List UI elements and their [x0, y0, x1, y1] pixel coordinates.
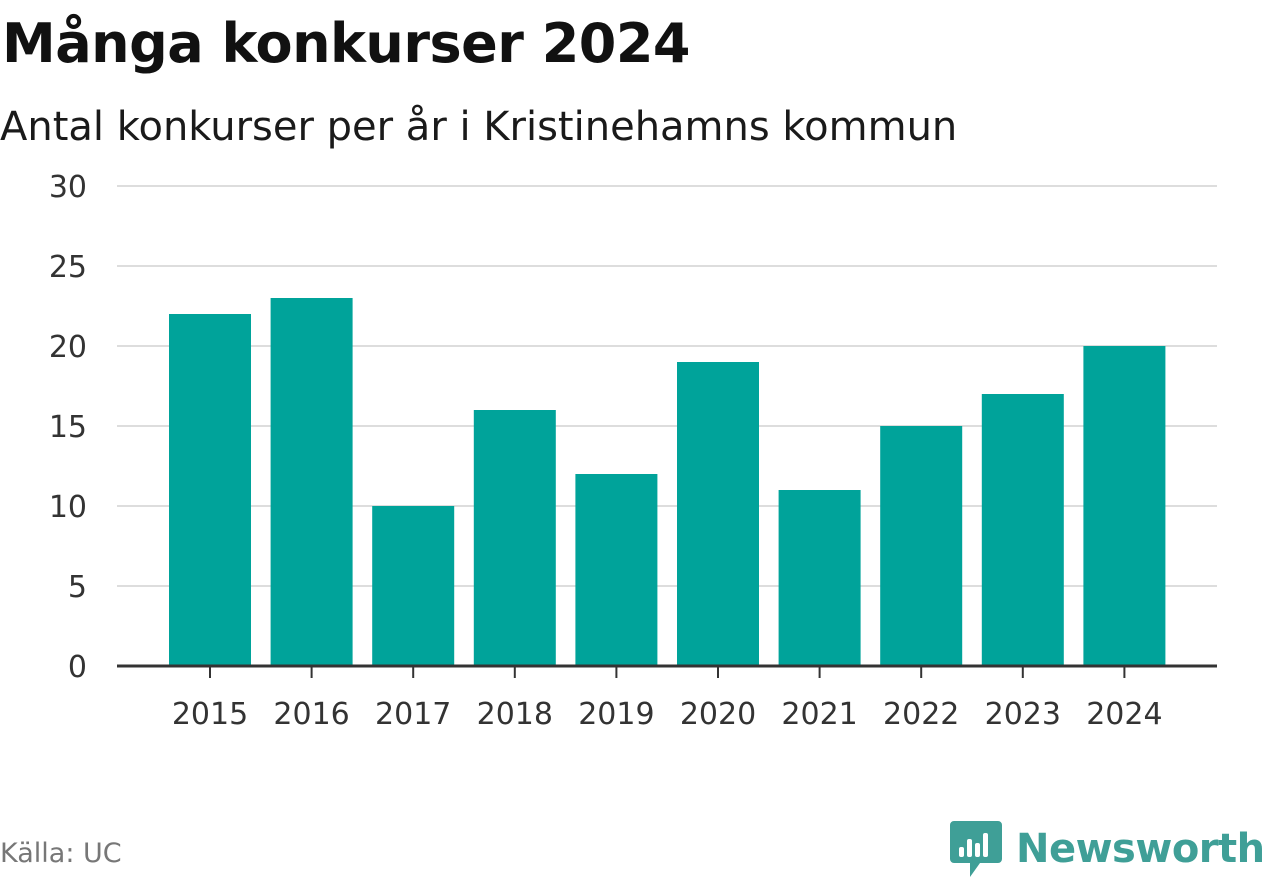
brand-logo-block[interactable]: Newsworthy	[950, 818, 1262, 880]
bar	[473, 410, 556, 666]
y-tick-label: 0	[68, 650, 87, 685]
x-tick-label: 2022	[883, 697, 959, 732]
x-tick-label: 2021	[781, 697, 857, 732]
bar	[778, 490, 861, 666]
source-note: Källa: UC	[0, 838, 122, 869]
brand-name: Newsworthy	[1016, 826, 1262, 872]
x-tick-label: 2017	[375, 697, 451, 732]
x-axis: 2015 2016 2017 2018 2019 2020 2021 2022 2023 2024	[117, 664, 1217, 732]
chart-subtitle: Antal konkurser per år i Kristinehamns k…	[0, 104, 958, 150]
y-tick-label: 5	[68, 570, 87, 605]
x-tick-label: 2023	[985, 697, 1061, 732]
bar	[981, 394, 1064, 666]
x-tick-label: 2016	[273, 697, 349, 732]
y-tick-label: 15	[49, 410, 87, 445]
bar	[169, 314, 251, 666]
bar	[1083, 346, 1166, 666]
y-tick-label: 30	[49, 170, 87, 205]
bars	[169, 298, 1166, 666]
bar	[372, 506, 455, 666]
x-tick-label: 2020	[680, 697, 756, 732]
newsworthy-logo-icon	[950, 821, 1002, 877]
chart-title: Många konkurser 2024	[2, 12, 691, 75]
y-tick-label: 20	[49, 330, 87, 365]
bar-chart: 0 5 10 15 20 25 30 2015 2016 2017 2018 2019 2020 202…	[49, 170, 1217, 732]
y-tick-label: 10	[49, 490, 87, 525]
y-tick-label: 25	[49, 250, 87, 285]
bar	[677, 362, 759, 666]
bar	[270, 298, 353, 666]
x-tick-label: 2015	[172, 697, 248, 732]
bar	[880, 426, 963, 666]
x-tick-label: 2018	[477, 697, 553, 732]
x-tick-label: 2019	[578, 697, 654, 732]
bar	[575, 474, 658, 666]
y-axis-ticks: 0 5 10 15 20 25 30	[49, 170, 87, 685]
x-tick-label: 2024	[1086, 697, 1162, 732]
